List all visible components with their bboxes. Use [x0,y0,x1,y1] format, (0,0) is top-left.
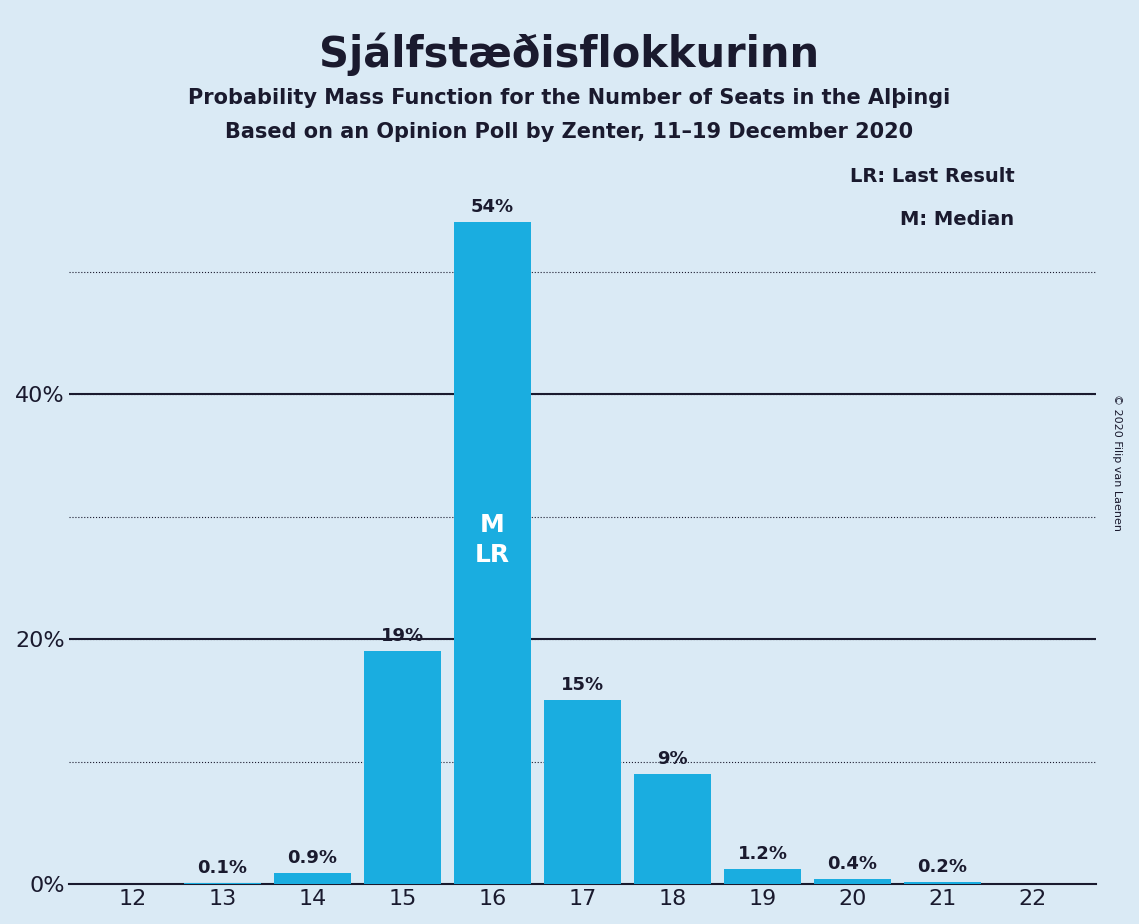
Text: 15%: 15% [560,676,604,694]
Bar [544,700,621,884]
Text: Sjálfstæðisflokkurinn: Sjálfstæðisflokkurinn [319,32,820,76]
Text: 0.1%: 0.1% [197,858,247,877]
Bar [274,873,351,884]
Bar [364,651,441,884]
Text: 9%: 9% [657,749,688,768]
Text: 54%: 54% [470,199,514,216]
Text: M
LR: M LR [475,513,510,567]
Bar [904,881,981,884]
Text: LR: Last Result: LR: Last Result [850,167,1015,187]
Bar [634,774,711,884]
Text: © 2020 Filip van Laenen: © 2020 Filip van Laenen [1112,394,1122,530]
Text: 19%: 19% [380,627,424,645]
Text: Based on an Opinion Poll by Zenter, 11–19 December 2020: Based on an Opinion Poll by Zenter, 11–1… [226,122,913,142]
Text: 0.2%: 0.2% [918,857,967,876]
Text: 0.9%: 0.9% [287,849,337,867]
Text: Probability Mass Function for the Number of Seats in the Alþingi: Probability Mass Function for the Number… [188,88,951,108]
Bar [814,880,891,884]
Text: 1.2%: 1.2% [738,845,787,863]
Text: M: Median: M: Median [901,211,1015,229]
Bar [724,869,801,884]
Bar [454,223,531,884]
Text: 0.4%: 0.4% [828,855,877,873]
Bar [185,883,261,884]
